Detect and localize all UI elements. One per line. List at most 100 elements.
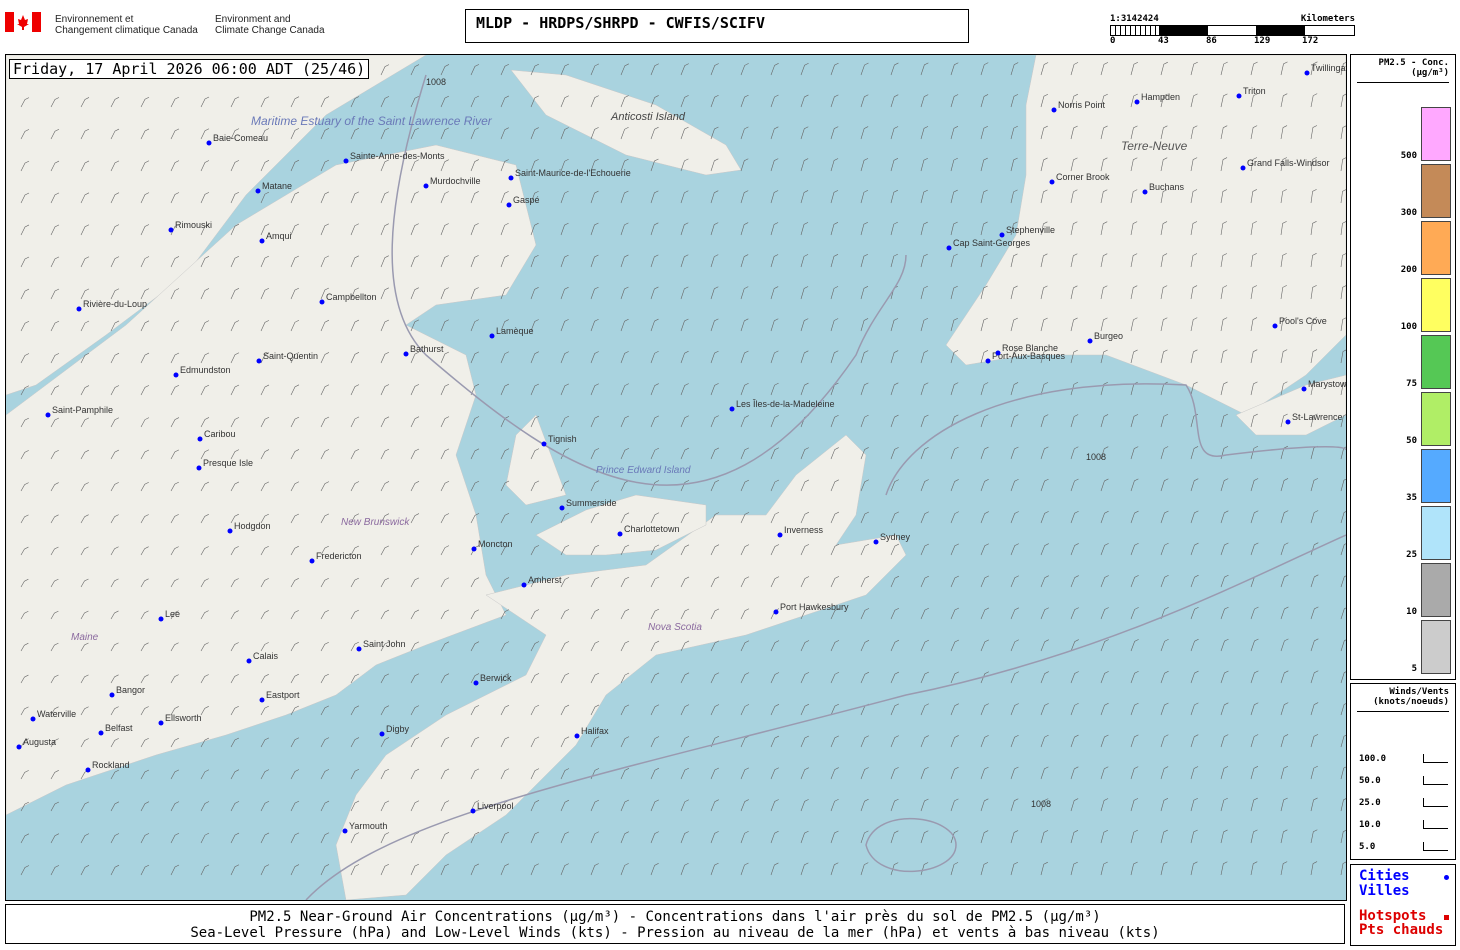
government-logo xyxy=(5,12,41,36)
city-dot xyxy=(98,730,104,736)
city-dot xyxy=(773,609,779,615)
city-label: Hampden xyxy=(1141,92,1180,102)
city-dot-icon xyxy=(1444,875,1449,880)
city-dot xyxy=(30,716,36,722)
isobar-label: 1008 xyxy=(426,77,446,87)
city-label: Murdochville xyxy=(430,176,481,186)
isobars xyxy=(305,74,1346,900)
city-label: Digby xyxy=(386,724,410,734)
city-label: Hodgdon xyxy=(234,521,271,531)
agency-name-fr: Environnement et Changement climatique Ca… xyxy=(55,14,198,36)
city-dot xyxy=(1142,189,1148,195)
map-canvas[interactable]: 1008 1008 1008 Maritime Estuary of the S… xyxy=(6,55,1346,900)
city-dot xyxy=(255,188,261,194)
city-label: Baie-Comeau xyxy=(213,133,268,143)
city-dot xyxy=(206,140,212,146)
wind-speed-value: 25.0 xyxy=(1359,798,1381,808)
product-title: MLDP - HRDPS/SHRPD - CWFIS/SCIFV xyxy=(465,9,969,43)
region-label-nova-scotia: Nova Scotia xyxy=(648,622,702,633)
city-dot xyxy=(196,465,202,471)
city-label: Grand Falls-Windsor xyxy=(1247,158,1330,168)
land xyxy=(6,55,1346,900)
city-dot xyxy=(541,441,547,447)
legend-swatch xyxy=(1421,107,1451,161)
city-dot xyxy=(259,697,265,703)
city-dot xyxy=(1134,99,1140,105)
legend-swatch xyxy=(1421,164,1451,218)
legend-level: 10 xyxy=(1406,607,1417,617)
city-label: St-Lawrence xyxy=(1292,412,1343,422)
city-dot xyxy=(342,828,348,834)
city-dot xyxy=(85,767,91,773)
city-dot xyxy=(1240,165,1246,171)
city-dot xyxy=(729,406,735,412)
city-label: Amherst xyxy=(528,575,562,585)
legend-level: 75 xyxy=(1406,379,1417,389)
city-label: Liverpool xyxy=(477,801,514,811)
city-label: Waterville xyxy=(37,709,76,719)
legend-swatch xyxy=(1421,278,1451,332)
map-area[interactable]: 1008 1008 1008 Maritime Estuary of the S… xyxy=(5,54,1347,901)
city-label: Charlottetown xyxy=(624,524,680,534)
wind-legend-unit: (knots/noeuds) xyxy=(1373,697,1449,707)
city-dot xyxy=(158,616,164,622)
city-dot xyxy=(617,531,623,537)
city-dot xyxy=(309,558,315,564)
city-label: Augusta xyxy=(23,737,56,747)
city-label: Saint-Maurice-de-l'Echouerie xyxy=(515,168,631,178)
city-label: Berwick xyxy=(480,673,512,683)
cities-label-en: Cities xyxy=(1359,868,1410,884)
city-dot xyxy=(506,202,512,208)
legend-swatch xyxy=(1421,449,1451,503)
city-label: Lee xyxy=(165,609,180,619)
city-dot xyxy=(319,299,325,305)
city-dot xyxy=(1304,70,1310,76)
points-legend: Cities Villes Hotspots Pts chauds xyxy=(1350,864,1456,946)
city-label: Saint-Quentin xyxy=(263,351,318,361)
wind-barb-icon xyxy=(1423,798,1448,807)
city-dot xyxy=(946,245,952,251)
caption-line-2: Sea-Level Pressure (hPa) and Low-Level W… xyxy=(190,925,1160,941)
city-dot xyxy=(173,372,179,378)
city-dot xyxy=(356,646,362,652)
city-label: Port-Aux-Basques xyxy=(992,351,1066,361)
region-label-pei: Prince Edward Island xyxy=(596,465,691,476)
city-dot xyxy=(777,532,783,538)
city-dot xyxy=(45,412,51,418)
city-dot xyxy=(985,358,991,364)
wind-legend: Winds/Vents (knots/noeuds) 100.0 50.0 25.0… xyxy=(1350,683,1456,860)
isobar-label: 1008 xyxy=(1086,452,1106,462)
city-label: Corner Brook xyxy=(1056,172,1110,182)
city-label: Edmundston xyxy=(180,365,231,375)
city-dot xyxy=(995,350,1001,356)
city-dot xyxy=(471,546,477,552)
wind-legend-title: Winds/Vents xyxy=(1389,687,1449,697)
city-dot xyxy=(259,238,265,244)
city-label: Triton xyxy=(1243,86,1266,96)
legend-level: 300 xyxy=(1400,208,1417,218)
scale-tick: 172 xyxy=(1302,36,1319,46)
city-label: Twillingate xyxy=(1311,63,1346,73)
city-label: Presque Isle xyxy=(203,458,253,468)
city-dot xyxy=(379,731,385,737)
city-dot xyxy=(999,232,1005,238)
city-label: Burgeo xyxy=(1094,331,1123,341)
legend-level: 5 xyxy=(1411,664,1417,674)
city-label: Sydney xyxy=(880,532,911,542)
legend-swatch xyxy=(1421,563,1451,617)
hotspots-label-fr: Pts chauds xyxy=(1359,922,1444,938)
hotspot-square-icon xyxy=(1444,915,1449,920)
agency-name-en: Environment and Climate Change Canada xyxy=(215,14,325,36)
city-label: Summerside xyxy=(566,498,617,508)
city-label: Port Hawkesbury xyxy=(780,602,849,612)
city-label: Saint-Pamphile xyxy=(52,405,113,415)
city-label: Yarmouth xyxy=(349,821,387,831)
city-label: Buchans xyxy=(1149,182,1185,192)
region-label-terre-neuve: Terre-Neuve xyxy=(1121,139,1188,153)
city-dot xyxy=(473,680,479,686)
city-dot xyxy=(403,351,409,357)
legend-level: 100 xyxy=(1400,322,1417,332)
city-dot xyxy=(1236,93,1242,99)
city-dot xyxy=(1049,179,1055,185)
city-dot xyxy=(559,505,565,511)
